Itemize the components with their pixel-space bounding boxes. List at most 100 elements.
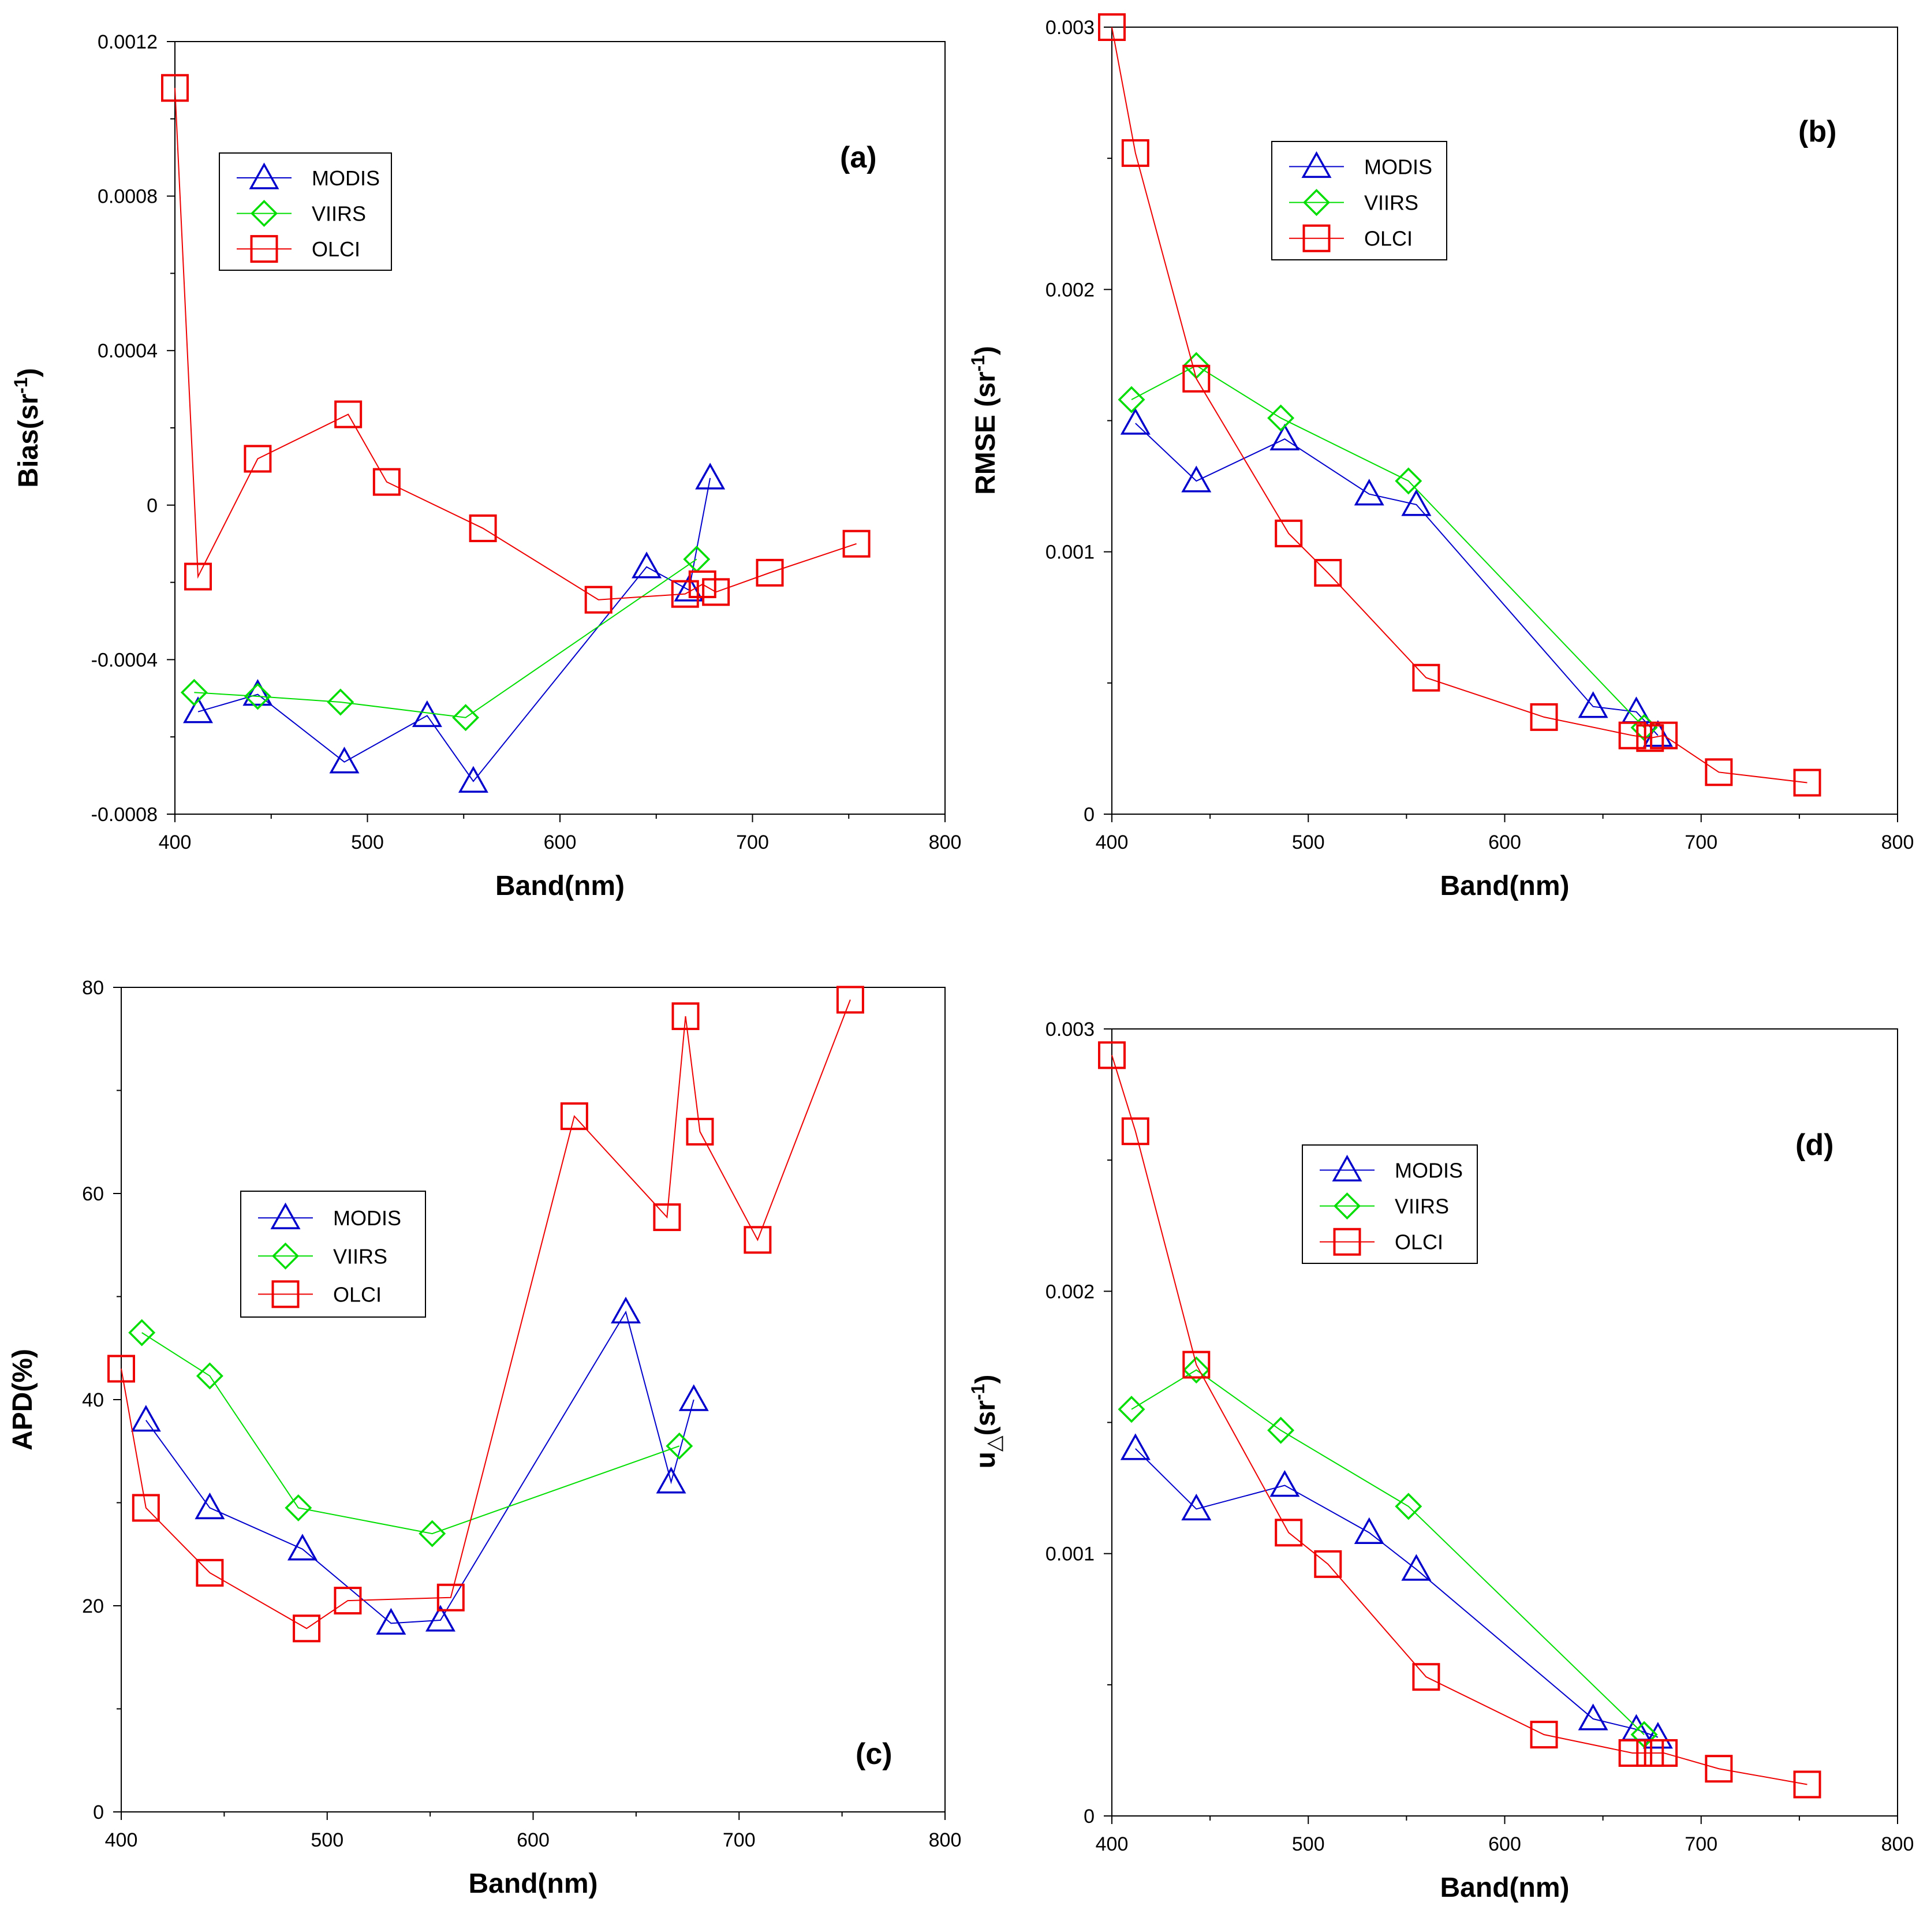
y-tick-label: 0.0004 [98,340,158,362]
data-point [744,1226,772,1254]
data-point [1314,1550,1342,1578]
diamond-icon [272,1242,299,1270]
series-line [141,1332,680,1535]
data-point [656,1467,686,1494]
data-point [452,704,480,732]
legend-box [1302,1144,1478,1264]
data-point [1650,1739,1678,1767]
chart-panel-a: 400 500 600 700 800 -0.0008 -0.0004 0 0.0004 0.00… [10,31,961,901]
data-point [244,445,272,473]
plot-frame [1111,27,1898,815]
y-tick-label: 40 [82,1389,104,1411]
y-tick-label: -0.0008 [91,804,158,826]
y-tick-label: 60 [82,1183,104,1205]
legend-label: VIIRS [312,202,366,226]
y-tick-label: 0.001 [1045,1543,1095,1565]
y-axis-label: RMSE (sr-1) [968,346,1001,495]
legend-label: VIIRS [1364,191,1418,215]
triangle-icon [270,1202,301,1229]
data-point [1705,1755,1733,1783]
data-point [107,1355,135,1383]
triangle-icon [1301,151,1332,178]
x-tick-label: 500 [1292,831,1325,853]
x-tick-label: 800 [929,831,962,853]
diamond-icon [1334,1192,1361,1220]
legend: MODIS VIIRS OLCI [1302,1144,1478,1264]
legend-label: OLCI [333,1282,382,1306]
series-modis [1120,408,1673,747]
data-point [329,747,360,774]
data-point [695,463,726,490]
data-point [469,514,497,542]
y-tick-label: 0.001 [1045,542,1095,564]
data-point [376,1607,406,1635]
panel-label: (d) [1795,1128,1833,1162]
square-icon [250,235,278,263]
series-olci [107,986,864,1643]
data-point [183,696,214,723]
series-line [145,1310,694,1624]
y-tick-label: 0 [93,1802,104,1823]
data-point [1618,721,1646,749]
y-axis-label: u△(sr-1) [968,1375,1005,1469]
data-point [1530,1721,1558,1749]
diamond-icon [251,200,278,227]
data-point [1578,691,1608,718]
legend-label: VIIRS [1395,1195,1449,1218]
data-point [1275,519,1303,547]
y-axis-label: Bias(sr-1) [10,368,44,487]
data-point [287,1534,318,1561]
data-point [653,1203,681,1232]
data-point [425,1605,455,1632]
panel-label: (b) [1798,115,1836,148]
x-axis-label: Band(nm) [469,1868,598,1899]
series-olci [1098,1041,1821,1799]
data-point [242,679,273,706]
data-point [327,688,354,716]
data-point [666,1432,693,1460]
data-point [1412,1663,1440,1691]
data-point [285,1494,312,1521]
series-viirs [128,1319,693,1547]
data-point [1395,467,1422,495]
series-viirs [180,545,711,732]
data-point [836,986,864,1014]
panel-label: (c) [856,1737,892,1771]
data-point [1120,408,1151,435]
legend-label: MODIS [312,166,380,190]
square-icon [271,1280,300,1308]
data-point [334,1587,362,1615]
legend-label: OLCI [1395,1230,1443,1254]
legend-label: MODIS [1395,1158,1463,1182]
series-line [1111,27,1808,784]
legend: MODIS VIIRS OLCI [219,152,392,271]
y-tick-label: 0.0008 [98,186,158,208]
data-point [611,1296,641,1323]
series-modis [130,1296,709,1635]
data-point [671,1002,700,1030]
legend: MODIS VIIRS OLCI [1271,141,1447,260]
data-point [1118,1396,1145,1423]
y-tick-label: 20 [82,1595,104,1617]
data-point [756,558,784,587]
x-tick-label: 500 [1292,1833,1325,1855]
data-point [1705,758,1733,786]
legend-label: VIIRS [333,1244,387,1268]
x-tick-label: 800 [929,1829,962,1851]
data-point [1269,1469,1300,1497]
diamond-icon [1303,189,1330,217]
series-line [194,558,697,718]
data-point [436,1583,465,1612]
y-tick-label: 80 [82,977,104,999]
x-tick-label: 800 [1881,831,1914,853]
data-point [1098,1041,1126,1069]
data-point [678,1384,709,1411]
x-axis-label: Band(nm) [1440,871,1570,901]
data-point [560,1102,588,1131]
y-tick-label: 0.002 [1045,1281,1095,1303]
x-tick-label: 400 [105,1829,138,1851]
chart-panel-d: 400 500 600 700 800 0 0.001 0.002 0.003 Band(nm) u… [968,1019,1914,1903]
series-line [1131,1369,1645,1735]
series-olci [1098,13,1821,797]
